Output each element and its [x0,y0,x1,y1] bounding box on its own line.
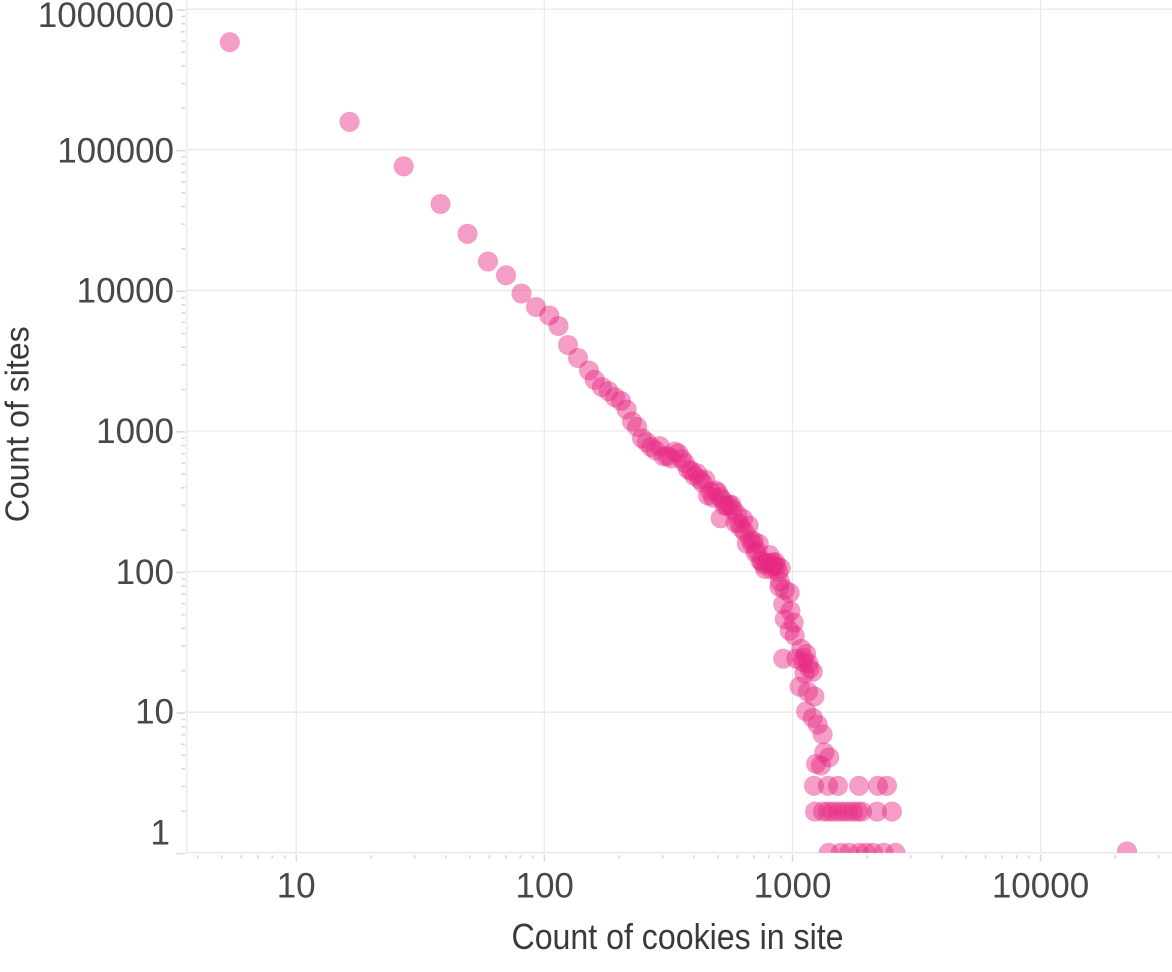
svg-text:100: 100 [515,867,573,906]
svg-text:Count of cookies in site: Count of cookies in site [512,916,844,957]
svg-text:100: 100 [116,553,174,592]
svg-text:Count of sites: Count of sites [0,326,36,522]
svg-text:1000: 1000 [96,412,174,451]
svg-text:1000: 1000 [754,867,832,906]
svg-text:10: 10 [277,867,316,906]
svg-text:10: 10 [135,693,174,732]
svg-text:10000: 10000 [77,272,174,311]
svg-text:100000: 100000 [57,132,174,171]
svg-text:1: 1 [151,814,170,853]
svg-text:10000: 10000 [992,867,1089,906]
svg-text:1000000: 1000000 [38,0,174,35]
